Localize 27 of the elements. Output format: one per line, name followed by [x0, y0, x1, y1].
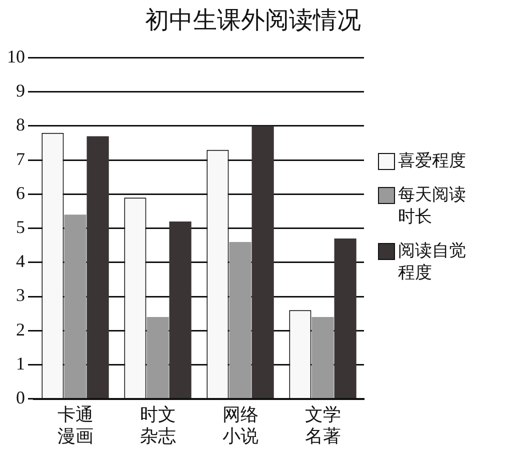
- chart-title: 初中生课外阅读情况: [144, 5, 362, 36]
- y-tick-label: 6: [16, 182, 25, 203]
- y-tick-label: 9: [16, 80, 25, 101]
- legend-label: 每天阅读时长: [398, 184, 467, 228]
- y-tick-label: 3: [16, 285, 25, 306]
- y-tick-label: 10: [7, 46, 25, 67]
- bar: [64, 214, 86, 398]
- bar: [252, 126, 274, 398]
- y-tick-label: 1: [16, 353, 25, 374]
- bar: [334, 238, 356, 398]
- x-tick-label: 时文杂志: [140, 404, 176, 447]
- y-tick-label: 0: [16, 388, 25, 408]
- bar: [312, 316, 334, 398]
- x-tick-label: 文学名著: [304, 404, 341, 447]
- y-tick-label: 4: [16, 251, 25, 272]
- y-tick-label: 5: [16, 217, 25, 238]
- bar: [169, 221, 192, 398]
- bar: [86, 136, 109, 398]
- x-tick-label: 卡通漫画: [57, 404, 94, 447]
- legend-label: 喜爱程度: [398, 150, 467, 172]
- bar: [146, 316, 169, 398]
- y-tick-label: 8: [16, 114, 25, 135]
- y-tick-label: 7: [16, 148, 25, 169]
- legend-label: 阅读自觉程度: [398, 240, 467, 284]
- x-tick-label: 网络小说: [222, 404, 258, 447]
- bar: [229, 242, 252, 398]
- y-tick-label: 2: [16, 319, 25, 340]
